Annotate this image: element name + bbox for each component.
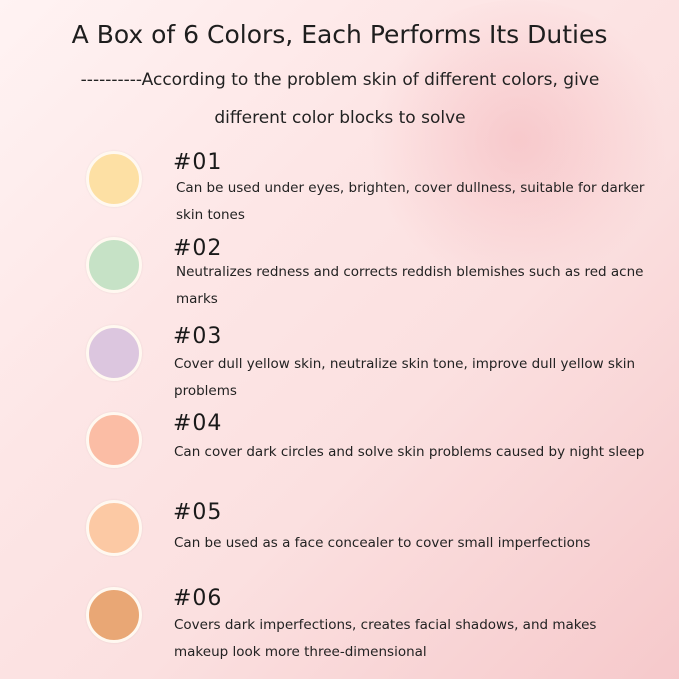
color-swatch xyxy=(86,237,142,293)
color-description: Cover dull yellow skin, neutralize skin … xyxy=(174,356,636,399)
color-swatch xyxy=(86,325,142,381)
color-number: #02 xyxy=(173,236,223,261)
color-number: #03 xyxy=(173,324,223,349)
page-title: A Box of 6 Colors, Each Performs Its Dut… xyxy=(71,20,608,49)
color-number: #04 xyxy=(173,411,223,436)
color-number: #01 xyxy=(173,150,223,175)
color-number: #06 xyxy=(173,586,223,611)
subtitle-line-2: different color blocks to solve xyxy=(214,108,466,128)
color-swatch xyxy=(86,587,142,643)
color-description: Can be used as a face concealer to cover… xyxy=(174,535,591,551)
color-swatch xyxy=(86,412,142,468)
color-description: Covers dark imperfections, creates facia… xyxy=(174,617,597,660)
color-description: Can be used under eyes, brighten, cover … xyxy=(176,180,645,223)
color-description: Can cover dark circles and solve skin pr… xyxy=(174,444,645,460)
color-swatch xyxy=(86,151,142,207)
background-glow xyxy=(359,0,679,280)
color-swatch xyxy=(86,500,142,556)
color-description: Neutralizes redness and corrects reddish… xyxy=(176,264,644,307)
color-number: #05 xyxy=(173,500,223,525)
subtitle-line-1: ----------According to the problem skin … xyxy=(80,70,600,90)
